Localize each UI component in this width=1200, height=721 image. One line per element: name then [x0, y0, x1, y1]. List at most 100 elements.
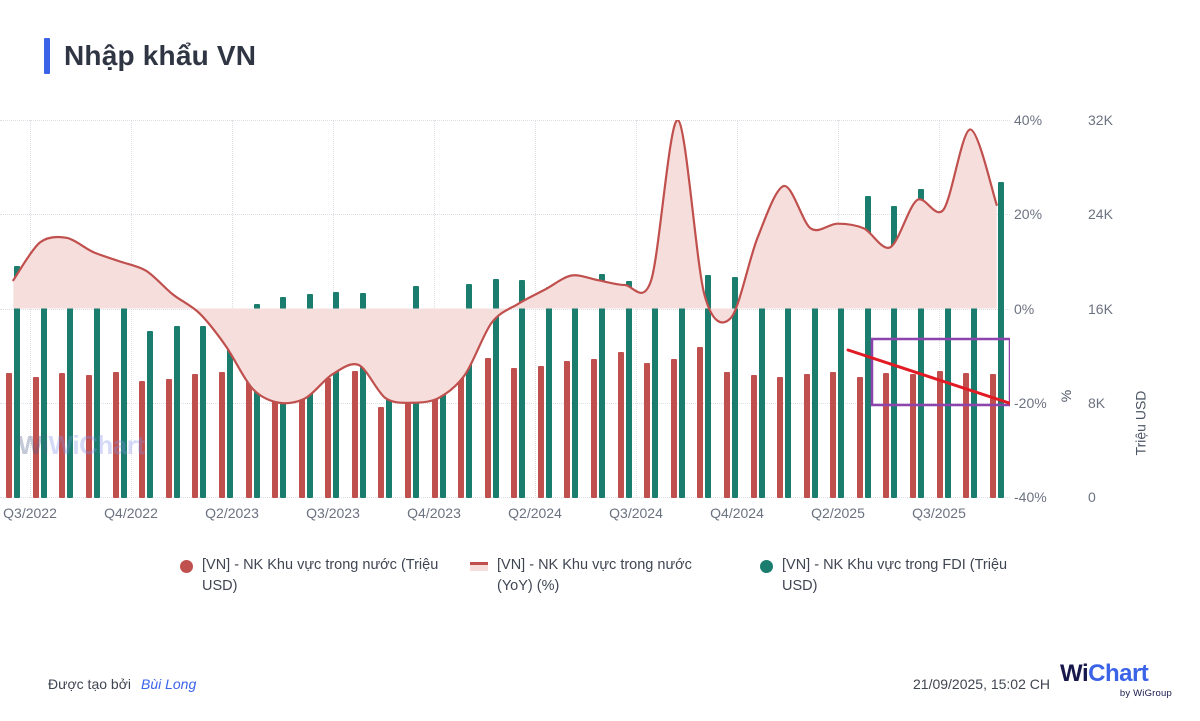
bar-domestic[interactable] — [351, 370, 358, 498]
bar-domestic[interactable] — [484, 357, 491, 498]
legend-item[interactable]: [VN] - NK Khu vực trong nước (YoY) (%) — [470, 555, 730, 597]
bar-fdi[interactable] — [572, 283, 579, 498]
legend-item[interactable]: [VN] - NK Khu vực trong FDI (Triệu USD) — [760, 555, 1020, 597]
bar-fdi[interactable] — [226, 315, 233, 498]
x-axis-tick-label: Q3/2024 — [609, 505, 663, 521]
page-title-text: Nhập khẩu VN — [64, 40, 257, 71]
bar-domestic[interactable] — [989, 374, 996, 498]
bar-domestic[interactable] — [139, 381, 146, 498]
bar-fdi[interactable] — [173, 326, 180, 498]
bar-domestic[interactable] — [458, 366, 465, 498]
bar-domestic[interactable] — [591, 358, 598, 498]
bar-domestic[interactable] — [165, 379, 172, 498]
gridline-horizontal — [0, 402, 1010, 404]
value-axis: 32K 24K 16K 8K 0 — [1088, 112, 1148, 505]
bar-fdi[interactable] — [253, 303, 260, 498]
gridline-horizontal — [0, 120, 1010, 121]
watermark-text: WiChart — [48, 430, 145, 460]
bar-domestic[interactable] — [670, 358, 677, 498]
trendline-annotation[interactable] — [846, 348, 1010, 405]
bar-fdi[interactable] — [891, 205, 898, 498]
bar-domestic[interactable] — [617, 351, 624, 498]
bar-domestic[interactable] — [272, 370, 279, 498]
bar-domestic[interactable] — [86, 375, 93, 498]
bar-domestic[interactable] — [59, 373, 66, 498]
bar-domestic[interactable] — [697, 347, 704, 498]
logo-wordmark: WiChart — [1060, 662, 1172, 686]
percent-axis-title: % — [1058, 389, 1075, 403]
bar-domestic[interactable] — [564, 361, 571, 498]
bar-domestic[interactable] — [777, 376, 784, 498]
bar-fdi[interactable] — [439, 314, 446, 498]
bar-fdi[interactable] — [944, 280, 951, 498]
bar-domestic[interactable] — [218, 371, 225, 498]
bar-fdi[interactable] — [599, 274, 606, 498]
bar-fdi[interactable] — [94, 301, 101, 498]
bar-fdi[interactable] — [67, 295, 74, 498]
bar-fdi[interactable] — [200, 326, 207, 498]
plot-area: WiWiChart — [0, 120, 1010, 498]
bar-fdi[interactable] — [811, 297, 818, 498]
bar-fdi[interactable] — [466, 283, 473, 498]
highlight-box-annotation[interactable] — [870, 337, 1010, 407]
bar-fdi[interactable] — [838, 283, 845, 498]
bar-domestic[interactable] — [909, 374, 916, 498]
bar-domestic[interactable] — [404, 368, 411, 498]
bar-fdi[interactable] — [678, 291, 685, 498]
bar-fdi[interactable] — [386, 320, 393, 498]
x-axis-tick-label: Q4/2023 — [407, 505, 461, 521]
gridline-vertical — [939, 120, 940, 498]
bar-domestic[interactable] — [963, 373, 970, 498]
bar-fdi[interactable] — [519, 280, 526, 498]
bar-domestic[interactable] — [750, 375, 757, 498]
bar-domestic[interactable] — [537, 366, 544, 498]
bar-fdi[interactable] — [625, 281, 632, 498]
bar-domestic[interactable] — [644, 362, 651, 498]
bar-domestic[interactable] — [431, 367, 438, 498]
legend-item[interactable]: [VN] - NK Khu vực trong nước (Triệu USD) — [180, 555, 440, 597]
bar-domestic[interactable] — [883, 373, 890, 498]
bar-domestic[interactable] — [6, 373, 13, 498]
chart-legend: [VN] - NK Khu vực trong nước (Triệu USD)… — [0, 555, 1200, 597]
bar-fdi[interactable] — [147, 330, 154, 498]
bar-fdi[interactable] — [917, 189, 924, 498]
bar-domestic[interactable] — [856, 376, 863, 498]
bar-fdi[interactable] — [359, 293, 366, 498]
bar-domestic[interactable] — [325, 377, 332, 498]
wichart-logo[interactable]: WiChart by WiGroup — [1060, 662, 1172, 700]
bar-domestic[interactable] — [192, 374, 199, 498]
bar-fdi[interactable] — [14, 265, 21, 498]
gridline-vertical — [131, 120, 132, 498]
bar-domestic[interactable] — [830, 371, 837, 498]
bar-domestic[interactable] — [112, 371, 119, 498]
x-axis-tick-label: Q2/2024 — [508, 505, 562, 521]
bar-fdi[interactable] — [971, 186, 978, 498]
bar-domestic[interactable] — [298, 371, 305, 498]
bar-fdi[interactable] — [545, 287, 552, 498]
annotation-layer — [846, 337, 1010, 407]
bar-fdi[interactable] — [758, 258, 765, 498]
yoy-line — [12, 120, 998, 405]
bar-fdi[interactable] — [705, 275, 712, 498]
page-header: Nhập khẩu VN — [0, 0, 1200, 110]
bar-fdi[interactable] — [785, 274, 792, 498]
bar-fdi[interactable] — [652, 270, 659, 498]
author-link[interactable]: Bùi Long — [140, 676, 197, 692]
x-axis-tick-label: Q3/2025 — [912, 505, 966, 521]
bar-domestic[interactable] — [245, 381, 252, 498]
bar-domestic[interactable] — [803, 374, 810, 498]
bar-fdi[interactable] — [492, 278, 499, 498]
bar-domestic[interactable] — [723, 371, 730, 498]
logo-subtitle: by WiGroup — [1119, 688, 1172, 699]
bar-fdi[interactable] — [864, 196, 871, 498]
bar-fdi[interactable] — [120, 308, 127, 498]
bar-fdi[interactable] — [731, 276, 738, 498]
bar-fdi[interactable] — [333, 291, 340, 498]
bar-domestic[interactable] — [32, 376, 39, 498]
bar-fdi[interactable] — [40, 296, 47, 498]
bar-domestic[interactable] — [511, 368, 518, 498]
bar-domestic[interactable] — [378, 407, 385, 498]
value-tick: 32K — [1088, 112, 1113, 128]
bar-domestic[interactable] — [936, 370, 943, 498]
